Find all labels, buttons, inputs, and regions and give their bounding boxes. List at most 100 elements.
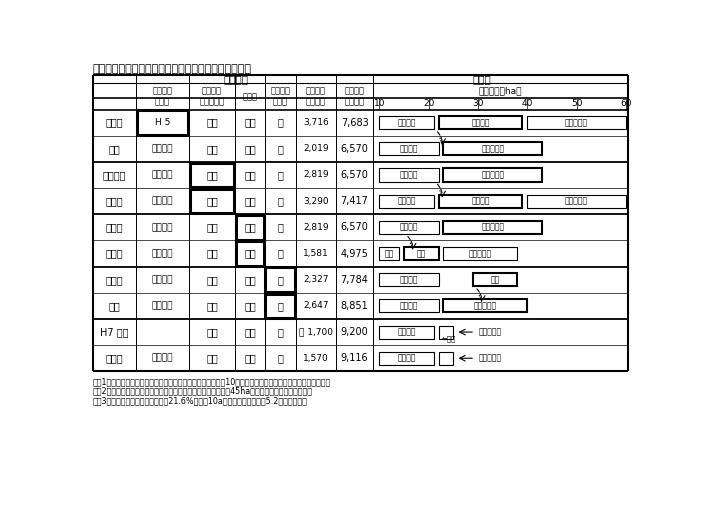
- Text: Ｈ３～７: Ｈ３～７: [151, 197, 173, 205]
- Bar: [379, 299, 439, 313]
- Text: 移植水稲: 移植水稲: [400, 144, 418, 153]
- Bar: [444, 142, 542, 156]
- Text: 直播水稲: 直播水稲: [471, 118, 490, 127]
- Text: 9,200: 9,200: [341, 327, 368, 337]
- Text: ５人: ５人: [244, 327, 256, 337]
- Bar: [404, 247, 439, 260]
- Text: 労働時間
（時間）: 労働時間 （時間）: [344, 87, 365, 106]
- Text: 有: 有: [277, 301, 283, 311]
- Bar: [189, 189, 234, 214]
- Text: 注：1）平成３～７年の５年間では、平成５年は９月上旬から10月下旬にかけて降雨が少なかった年である。: 注：1）平成３～７年の５年間では、平成５年は９月上旬から10月下旬にかけて降雨が…: [93, 377, 331, 386]
- Bar: [236, 241, 264, 266]
- Text: の影響: の影響: [106, 249, 123, 259]
- Text: Ｈ３～７: Ｈ３～７: [151, 170, 173, 180]
- Bar: [137, 110, 188, 135]
- Text: Ｈ３～７: Ｈ３～７: [151, 144, 173, 153]
- Text: 1,570: 1,570: [303, 354, 329, 363]
- Text: 有: 有: [277, 144, 283, 154]
- Text: 農業所得
（万円）: 農業所得 （万円）: [306, 87, 326, 106]
- Bar: [439, 195, 522, 208]
- Text: 想定する
降雨年: 想定する 降雨年: [152, 87, 172, 106]
- Text: ２台: ２台: [206, 301, 218, 311]
- Text: ５人: ５人: [244, 170, 256, 180]
- Bar: [265, 267, 295, 292]
- Text: 移植水稲: 移植水稲: [397, 354, 416, 363]
- Bar: [379, 273, 439, 286]
- Text: 7,784: 7,784: [341, 274, 368, 285]
- Text: 前提条件: 前提条件: [224, 74, 249, 84]
- Text: 転作割当
助成金: 転作割当 助成金: [270, 87, 290, 106]
- Bar: [439, 325, 453, 339]
- Text: の影響: の影響: [106, 196, 123, 206]
- Text: 部門構成（ha）: 部門構成（ha）: [479, 86, 522, 95]
- Text: ５人: ５人: [244, 301, 256, 311]
- Text: ５人: ５人: [244, 196, 256, 206]
- Text: モデル: モデル: [106, 353, 123, 363]
- Text: ５人: ５人: [244, 353, 256, 363]
- Text: 無: 無: [277, 274, 283, 285]
- Text: 40: 40: [522, 99, 533, 108]
- Text: 有: 有: [277, 222, 283, 232]
- Text: 移植水稲: 移植水稲: [397, 118, 416, 127]
- Bar: [379, 325, 434, 339]
- Text: 移植水稲: 移植水稲: [397, 197, 416, 205]
- Text: 麦・大豆等: 麦・大豆等: [565, 118, 588, 127]
- Text: 20: 20: [423, 99, 434, 108]
- Text: 影響: 影響: [108, 144, 120, 154]
- Text: 降雨の: 降雨の: [106, 117, 123, 128]
- Text: 2）転作の影響をみたシミュレーションは、経営耕地面積を45haとした場合の最適解である。: 2）転作の影響をみたシミュレーションは、経営耕地面積を45haとした場合の最適解…: [93, 387, 313, 396]
- Text: 7,417: 7,417: [341, 196, 368, 206]
- Bar: [444, 299, 527, 313]
- Text: 直播: 直播: [417, 249, 426, 258]
- Text: Ｈ３～７: Ｈ３～７: [151, 223, 173, 232]
- Text: Ｈ３～７: Ｈ３～７: [151, 354, 173, 363]
- Text: ←直播: ←直播: [442, 336, 456, 342]
- Text: 移植水稲: 移植水稲: [400, 223, 418, 232]
- Bar: [236, 215, 264, 239]
- Text: 麦・大豆等: 麦・大豆等: [479, 354, 502, 363]
- Bar: [473, 273, 517, 286]
- Text: 麦・大豆等: 麦・大豆等: [482, 223, 504, 232]
- Text: 2,647: 2,647: [303, 301, 329, 311]
- Text: １台: １台: [206, 117, 218, 128]
- Text: 30: 30: [472, 99, 484, 108]
- Text: ５人: ５人: [244, 144, 256, 154]
- Text: 9,116: 9,116: [341, 353, 368, 363]
- Bar: [379, 352, 434, 365]
- Text: 60: 60: [620, 99, 631, 108]
- Text: 10: 10: [374, 99, 385, 108]
- Text: ５人: ５人: [244, 274, 256, 285]
- Text: 2,819: 2,819: [303, 223, 329, 232]
- Bar: [444, 168, 542, 181]
- Text: 有: 有: [277, 117, 283, 128]
- Text: １台: １台: [206, 144, 218, 154]
- Text: 表２　所得を最大にする部門構成のシミュレーション: 表２ 所得を最大にする部門構成のシミュレーション: [93, 64, 251, 75]
- Text: 移植水稲: 移植水稲: [397, 328, 416, 337]
- Text: 移植: 移植: [384, 249, 394, 258]
- Text: H7 実績: H7 実績: [100, 327, 129, 337]
- Text: 2,019: 2,019: [303, 144, 329, 153]
- Text: 麦・大豆等: 麦・大豆等: [474, 301, 497, 311]
- Bar: [527, 116, 626, 129]
- Text: 移植水稲: 移植水稲: [400, 170, 418, 180]
- Text: ５人: ５人: [244, 117, 256, 128]
- Bar: [444, 221, 542, 234]
- Bar: [379, 221, 439, 234]
- Text: 転作の: 転作の: [106, 274, 123, 285]
- Text: 3）転作がある場合、転作率は21.6%以上、10a当たり転作助成金は5.2万円とする。: 3）転作がある場合、転作率は21.6%以上、10a当たり転作助成金は5.2万円と…: [93, 396, 308, 405]
- Text: 約 1,700: 約 1,700: [299, 328, 333, 337]
- Text: １台: １台: [206, 170, 218, 180]
- Text: １台: １台: [206, 249, 218, 259]
- Bar: [379, 247, 399, 260]
- Text: 50: 50: [571, 99, 582, 108]
- Text: 有: 有: [277, 249, 283, 259]
- Text: 6,570: 6,570: [341, 144, 368, 154]
- Text: 有: 有: [277, 353, 283, 363]
- Text: ５人: ５人: [244, 222, 256, 232]
- Text: 麦・大豆等: 麦・大豆等: [479, 328, 502, 337]
- Bar: [379, 195, 434, 208]
- Text: 直播: 直播: [491, 275, 500, 284]
- Text: 1,581: 1,581: [303, 249, 329, 258]
- Bar: [265, 294, 295, 318]
- Bar: [379, 116, 434, 129]
